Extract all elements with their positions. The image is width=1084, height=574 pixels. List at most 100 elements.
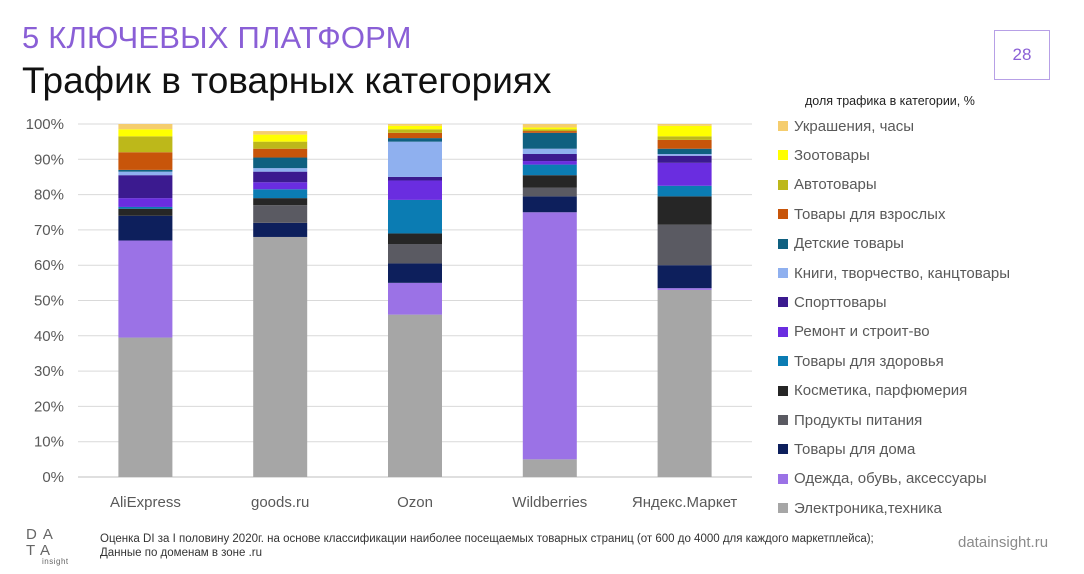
bar-segment xyxy=(657,224,712,266)
legend-label: Книги, творчество, канцтовары xyxy=(794,264,1011,282)
x-tick-label: goods.ru xyxy=(251,494,309,511)
x-tick-label: Wildberries xyxy=(512,494,587,511)
bar-segment xyxy=(118,337,173,477)
bar-segment xyxy=(522,129,577,132)
legend-item: Электроника,техника xyxy=(778,497,942,519)
legend-swatch xyxy=(778,473,788,484)
legend-swatch xyxy=(778,209,788,220)
y-tick-label: 10% xyxy=(34,434,64,451)
bar-segment xyxy=(657,139,712,149)
bar-segment xyxy=(118,208,173,216)
legend-swatch xyxy=(778,268,788,278)
y-tick-label: 50% xyxy=(34,293,64,310)
y-tick-label: 60% xyxy=(34,257,64,274)
page-number-badge: 28 xyxy=(994,30,1050,80)
legend-label: Косметика, парфюмерия xyxy=(794,382,968,400)
bar-segment xyxy=(522,164,577,176)
legend-swatch xyxy=(778,503,788,514)
website-link[interactable]: datainsight.ru xyxy=(958,534,1049,551)
bar-segment xyxy=(253,131,308,135)
legend-item: Зоотовары xyxy=(778,144,870,166)
legend-label: Продукты питания xyxy=(794,411,923,429)
bar-segment xyxy=(118,198,173,207)
legend-item: Спорттовары xyxy=(778,291,887,313)
x-tick-label: Яндекс.Маркет xyxy=(632,494,738,511)
bar-segment xyxy=(253,141,308,149)
bar-segment xyxy=(388,125,442,130)
bar-segment xyxy=(388,244,442,264)
legend-item: Продукты питания xyxy=(778,409,922,431)
bar-segment xyxy=(253,236,308,477)
logo-text-line1: DA xyxy=(26,526,59,543)
bar-segment xyxy=(388,129,442,133)
bar-segment xyxy=(657,196,712,225)
bar-segment xyxy=(118,171,173,176)
bar-segment xyxy=(657,136,712,140)
section-title: 5 КЛЮЧЕВЫХ ПЛАТФОРМ xyxy=(22,20,412,55)
stacked-bar-chart: 0% 10% 20% 30% 40% 50% 60% 70% 80% 90% 100% AliExpr… xyxy=(26,116,752,511)
legend-title: доля трафика в категории, % xyxy=(805,94,975,108)
bar-segment xyxy=(657,155,712,163)
footnote: Оценка DI за I половину 2020г. на основе… xyxy=(100,532,950,560)
legend-label: Товары для дома xyxy=(794,440,916,458)
datainsight-logo: DA TA insight xyxy=(26,526,86,570)
legend-item: Детские товары xyxy=(778,233,904,255)
bar-segment xyxy=(388,282,442,315)
bar-segment xyxy=(388,263,442,283)
legend-label: Украшения, часы xyxy=(794,117,915,135)
bar-segment xyxy=(118,169,173,172)
bar-segment xyxy=(388,199,442,234)
bar-segment xyxy=(253,134,308,142)
bar-segment xyxy=(388,233,442,245)
bar-segment xyxy=(657,125,712,137)
y-tick-label: 90% xyxy=(34,151,64,168)
page-title: Трафик в товарных категориях xyxy=(22,60,552,101)
legend-label: Одежда, обувь, аксессуары xyxy=(794,470,987,488)
bar-segment xyxy=(522,127,577,130)
legend-swatch xyxy=(778,179,788,190)
legend-swatch xyxy=(778,356,788,367)
bar-segment xyxy=(253,157,308,169)
legend-swatch xyxy=(778,150,788,161)
legend-swatch xyxy=(778,326,788,337)
logo-text-line2: TA xyxy=(26,542,57,559)
bar-segment xyxy=(657,124,712,126)
legend-label: Автотовары xyxy=(794,176,877,194)
bar-segment xyxy=(388,176,442,181)
bar-segment xyxy=(522,131,577,133)
bar-segment xyxy=(388,180,442,200)
bar-segment xyxy=(657,154,712,156)
legend-label: Детские товары xyxy=(794,235,904,253)
bar-segment xyxy=(522,175,577,188)
bar-segment xyxy=(118,152,173,170)
bar-segment xyxy=(253,171,308,183)
bar-segment xyxy=(657,288,712,290)
y-tick-label: 40% xyxy=(34,328,64,345)
y-tick-label: 80% xyxy=(34,187,64,204)
bar-segment xyxy=(253,205,308,223)
legend-item: Книги, творчество, канцтовары xyxy=(778,262,1010,284)
legend-item: Товары для здоровья xyxy=(778,350,944,372)
y-tick-label: 0% xyxy=(42,469,64,486)
bar-segment xyxy=(657,148,712,155)
y-tick-label: 100% xyxy=(26,116,64,133)
bar-segment xyxy=(118,240,173,338)
bar-segment xyxy=(657,289,712,477)
legend-label: Товары для взрослых xyxy=(794,205,946,223)
bar-segment xyxy=(253,168,308,172)
legend-item: Товары для взрослых xyxy=(778,203,945,225)
bar-segment xyxy=(118,129,173,137)
bar-segment xyxy=(118,206,173,209)
bar-segment xyxy=(522,154,577,162)
y-tick-label: 20% xyxy=(34,398,64,415)
legend-item: Одежда, обувь, аксессуары xyxy=(778,468,987,490)
legend-swatch xyxy=(778,385,788,396)
bar-segment xyxy=(388,141,442,177)
legend-label: Спорттовары xyxy=(794,293,887,311)
legend-item: Автотовары xyxy=(778,174,877,196)
y-tick-label: 30% xyxy=(34,363,64,380)
bar-segment xyxy=(118,124,173,130)
bar-segment xyxy=(522,124,577,128)
bar-segment xyxy=(118,136,173,153)
legend-label: Товары для здоровья xyxy=(794,352,944,370)
